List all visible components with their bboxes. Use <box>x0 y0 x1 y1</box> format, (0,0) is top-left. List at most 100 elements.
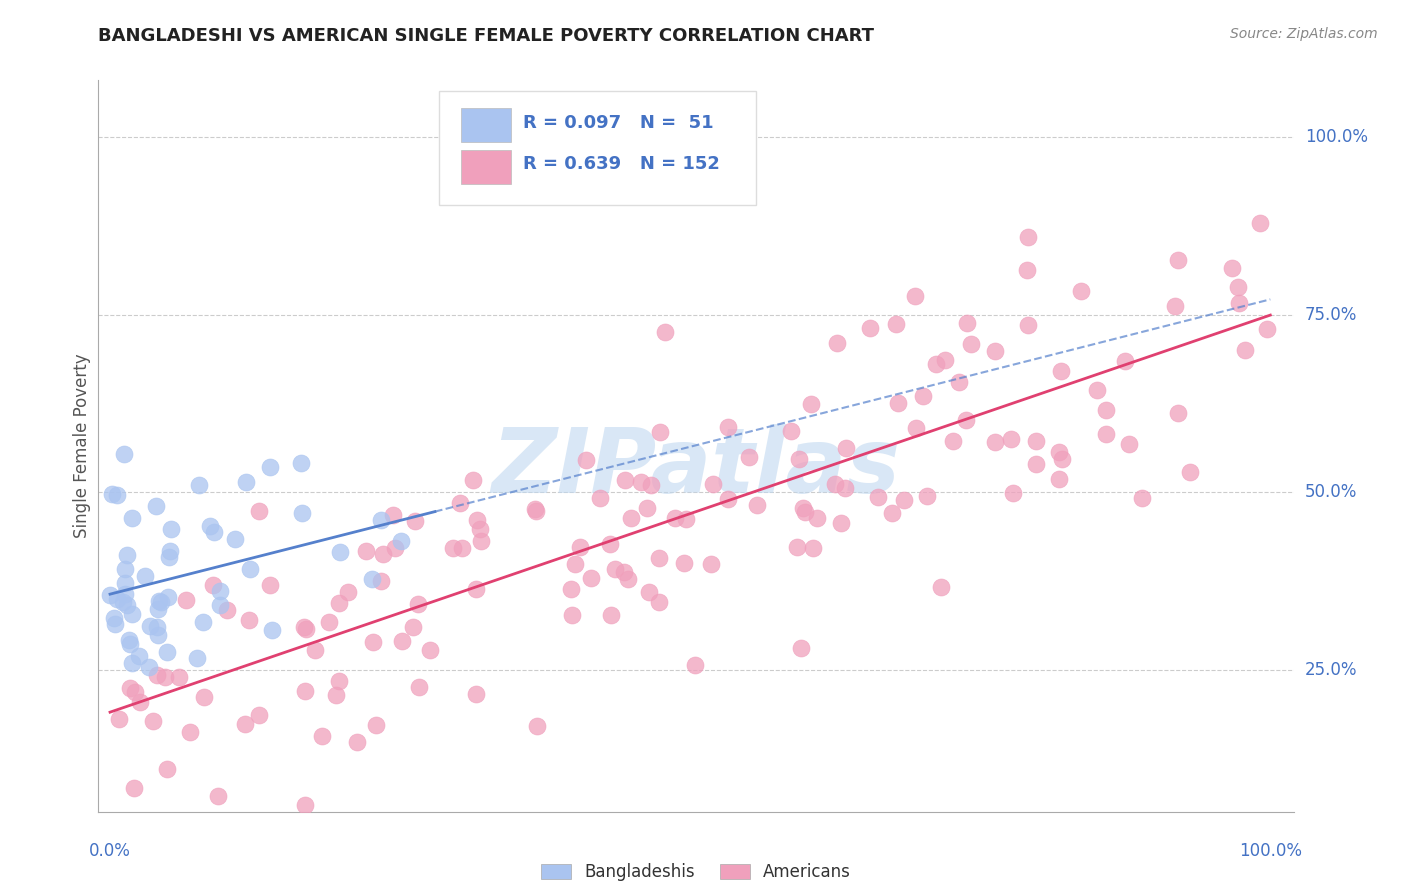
Point <box>893 492 915 507</box>
Point <box>675 512 697 526</box>
Point <box>159 543 181 558</box>
Point <box>167 670 190 684</box>
Text: 25.0%: 25.0% <box>1305 661 1357 679</box>
Point <box>193 690 215 705</box>
Point <box>318 615 340 630</box>
Text: 100.0%: 100.0% <box>1305 128 1368 146</box>
Point <box>793 505 815 519</box>
Point <box>370 574 392 588</box>
Legend: Bangladeshis, Americans: Bangladeshis, Americans <box>534 856 858 888</box>
Point <box>1118 437 1140 451</box>
Point <box>911 389 934 403</box>
Point <box>153 670 176 684</box>
Point <box>370 513 392 527</box>
Point <box>441 541 464 555</box>
Point <box>470 533 492 548</box>
Point <box>905 420 928 434</box>
Point <box>700 558 723 572</box>
Point <box>738 450 761 464</box>
Point <box>292 620 315 634</box>
Point <box>364 717 387 731</box>
Point <box>239 562 262 576</box>
Point <box>792 501 814 516</box>
Point <box>1070 284 1092 298</box>
Point <box>187 478 209 492</box>
Point <box>209 598 232 612</box>
Point <box>121 656 143 670</box>
Point <box>1025 457 1047 471</box>
Point <box>835 441 858 455</box>
Text: ZIPatlas: ZIPatlas <box>492 424 900 512</box>
Point <box>956 316 979 330</box>
Point <box>1227 279 1250 293</box>
Point <box>104 616 127 631</box>
Point <box>620 511 643 525</box>
Point <box>311 730 333 744</box>
Point <box>465 687 488 701</box>
Point <box>1178 465 1201 479</box>
Point <box>825 335 848 350</box>
Point <box>114 587 136 601</box>
Point <box>114 562 136 576</box>
Point <box>786 540 808 554</box>
Point <box>717 491 740 506</box>
Point <box>346 734 368 748</box>
Point <box>824 477 846 491</box>
Point <box>1050 364 1073 378</box>
Point <box>575 453 598 467</box>
Point <box>129 695 152 709</box>
Point <box>1095 426 1118 441</box>
Point <box>384 541 406 555</box>
Point <box>637 585 659 599</box>
Point <box>128 648 150 663</box>
Point <box>664 511 686 525</box>
Point <box>801 541 824 556</box>
Point <box>101 487 124 501</box>
Point <box>640 478 662 492</box>
Point <box>191 615 214 629</box>
Point <box>328 596 350 610</box>
Point <box>1017 229 1039 244</box>
Point <box>1050 452 1073 467</box>
Point <box>859 320 882 334</box>
Point <box>294 684 316 698</box>
Point <box>648 425 671 439</box>
Point <box>1025 434 1047 449</box>
Text: 75.0%: 75.0% <box>1305 306 1357 324</box>
Point <box>449 496 471 510</box>
FancyBboxPatch shape <box>439 91 756 204</box>
Point <box>148 628 170 642</box>
Point <box>105 592 128 607</box>
Point <box>233 717 256 731</box>
Point <box>259 578 281 592</box>
Point <box>787 451 810 466</box>
Point <box>159 550 181 565</box>
Point <box>294 622 316 636</box>
Point <box>336 584 359 599</box>
Point <box>834 482 856 496</box>
Point <box>1047 444 1070 458</box>
Point <box>235 475 257 489</box>
Point <box>934 352 956 367</box>
Point <box>138 619 160 633</box>
Point <box>929 580 952 594</box>
Text: 100.0%: 100.0% <box>1239 842 1302 860</box>
Point <box>1167 253 1189 268</box>
Point <box>1015 263 1038 277</box>
Y-axis label: Single Female Poverty: Single Female Poverty <box>73 354 91 538</box>
Point <box>1163 299 1185 313</box>
Point <box>702 477 724 491</box>
Point <box>224 533 246 547</box>
Point <box>247 504 270 518</box>
Point <box>1250 216 1272 230</box>
Point <box>672 556 695 570</box>
Point <box>1114 354 1136 368</box>
Point <box>790 640 813 655</box>
Point <box>1132 491 1154 506</box>
Point <box>599 537 621 551</box>
Point <box>156 762 179 776</box>
FancyBboxPatch shape <box>461 108 510 142</box>
Point <box>461 473 484 487</box>
Point <box>138 660 160 674</box>
Point <box>134 569 156 583</box>
